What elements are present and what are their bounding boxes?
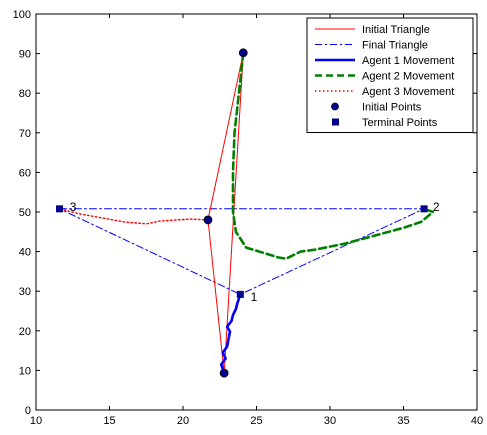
y-tick-label: 80 [19,88,31,100]
series-layer [58,51,435,375]
initial-point-marker [203,215,213,225]
point-label-3: 3 [70,200,77,214]
legend-label: Terminal Points [362,117,438,129]
x-tick-label: 20 [177,415,189,427]
point-label-1: 1 [251,290,258,304]
legend: Initial Triangle Final Triangle Agent 1 Mo… [306,17,474,133]
y-tick-label: 60 [19,167,31,179]
series-final-triangle [59,208,425,295]
legend-swatch-square [332,118,339,126]
x-tick-label: 15 [103,415,115,427]
y-tick-label: 30 [19,286,31,298]
y-tick-label: 50 [19,207,31,219]
y-tick-label: 20 [19,326,31,338]
x-tick-label: 10 [30,415,42,427]
point-label-2: 2 [433,200,440,214]
x-tick-label: 30 [324,415,336,427]
terminal-point-marker [56,205,64,213]
x-tick-label: 40 [471,415,483,427]
legend-label: Final Triangle [362,40,428,52]
point-labels-layer: 1 2 3 [70,200,440,304]
series-agent-3-movement [58,208,209,225]
x-tick-label: 25 [250,415,262,427]
legend-label: Agent 1 Movement [362,55,454,67]
y-tick-label: 90 [19,49,31,61]
y-tick-label: 70 [19,128,31,140]
legend-box [306,17,474,133]
series-agent-1-movement [219,293,242,375]
legend-label: Initial Points [362,102,422,114]
y-tick-label: 10 [19,365,31,377]
legend-label: Initial Triangle [362,24,430,36]
y-tick-label: 0 [25,405,31,417]
y-tick-label: 40 [19,247,31,259]
legend-label: Agent 2 Movement [362,71,454,83]
terminal-point-marker [236,290,244,298]
initial-point-marker [219,368,229,378]
legend-label: Agent 3 Movement [362,86,454,98]
series-agent-2-movement [231,51,435,260]
y-tick-label: 100 [13,9,31,21]
markers-layer [56,48,428,378]
terminal-point-marker [420,205,428,213]
legend-swatch-circle [331,102,339,111]
x-tick-label: 35 [397,415,409,427]
initial-point-marker [238,48,248,58]
